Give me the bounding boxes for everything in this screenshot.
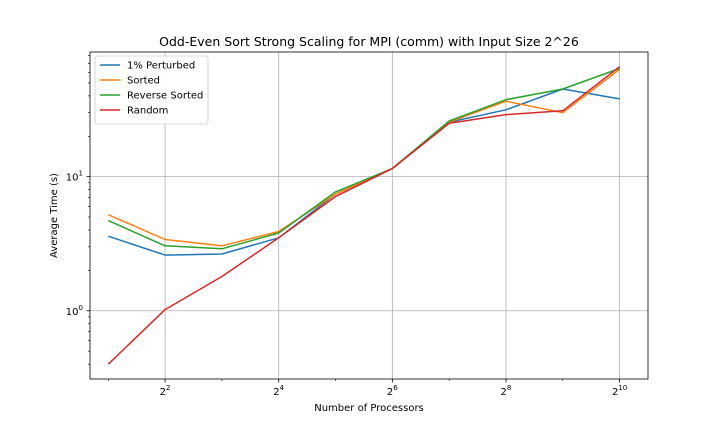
y-axis-label: Average Time (s) (49, 173, 60, 258)
x-tick-label: 22 (160, 384, 171, 398)
legend-box (94, 55, 209, 125)
legend: 1% Perturbed Sorted Reverse Sorted Random (94, 55, 209, 125)
x-axis-label: Number of Processors (314, 403, 424, 414)
plot-area-frame (89, 51, 649, 380)
series-lines (107, 66, 621, 365)
y-axis-ticks: 100 101 (66, 55, 90, 365)
legend-label: Reverse Sorted (127, 91, 203, 102)
legend-label: 1% Perturbed (127, 61, 195, 72)
x-tick-label: 26 (387, 384, 398, 398)
y-tick-label: 100 (66, 304, 83, 318)
series-line-sorted (107, 68, 621, 247)
legend-label: Random (127, 106, 168, 117)
x-tick-label: 24 (273, 384, 284, 398)
x-axis-ticks: 22 24 26 28 210 (107, 379, 627, 398)
legend-label: Sorted (127, 76, 160, 87)
x-tick-label: 28 (501, 384, 512, 398)
series-line-random (107, 66, 621, 365)
series-line-reverse-sorted (107, 67, 620, 250)
y-tick-label: 101 (66, 170, 83, 184)
chart-title: Odd-Even Sort Strong Scaling for MPI (co… (159, 34, 579, 49)
gridlines (90, 52, 648, 379)
x-tick-label: 210 (612, 384, 627, 398)
